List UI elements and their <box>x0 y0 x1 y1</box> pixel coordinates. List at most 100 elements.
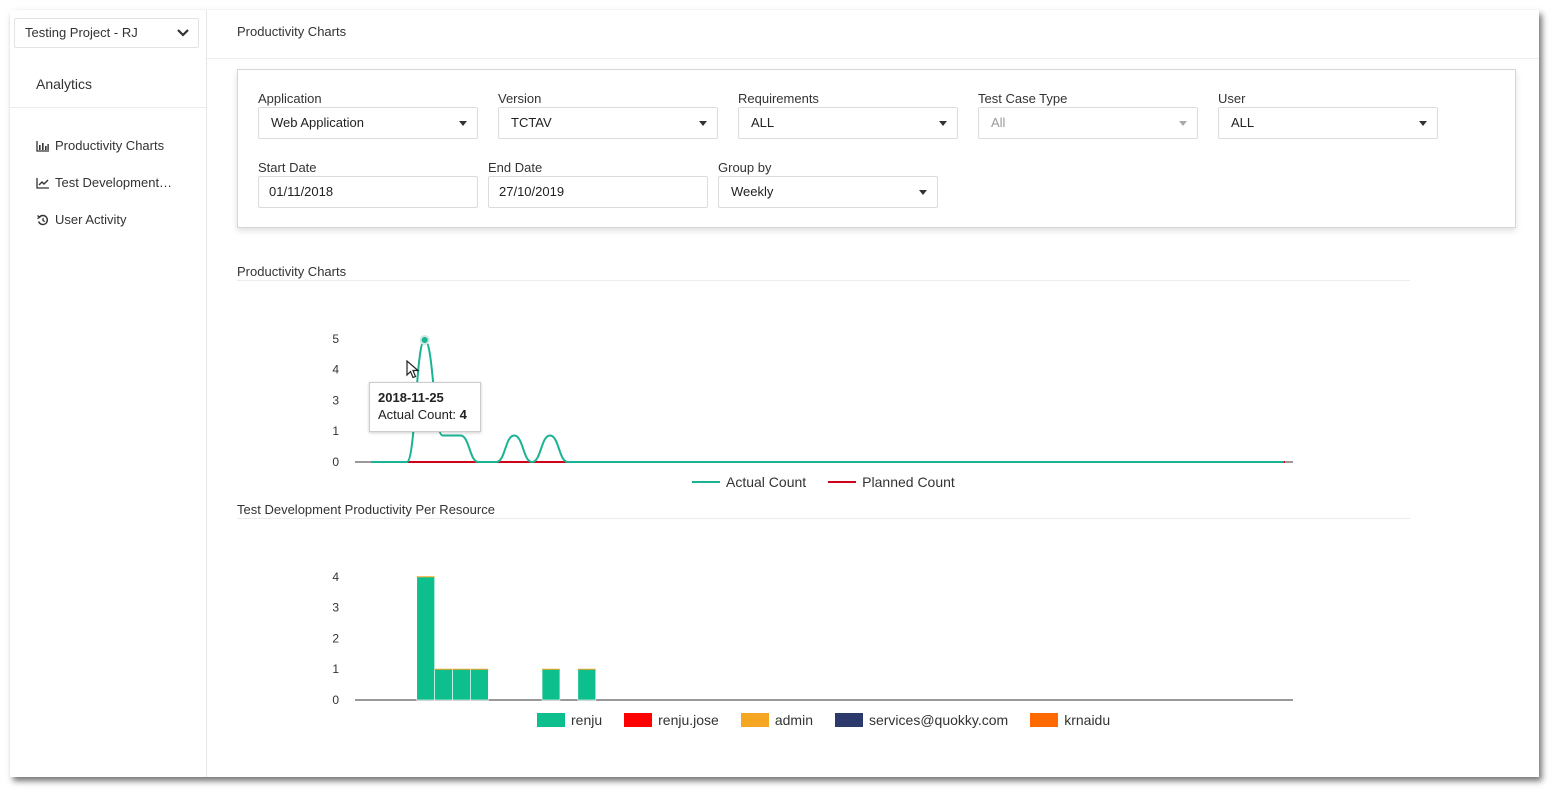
group-by-label: Group by <box>718 160 772 175</box>
chart-tooltip: 2018-11-25 Actual Count: 4 <box>369 382 481 432</box>
caret-down-icon <box>1179 121 1187 126</box>
legend-label: services@quokky.com <box>868 712 1009 728</box>
y-tick-label: 3 <box>332 393 339 407</box>
productivity-section-title: Productivity Charts <box>237 264 347 279</box>
sidebar-divider <box>10 107 206 108</box>
highlighted-data-point <box>419 335 430 346</box>
page-title: Productivity Charts <box>237 24 347 39</box>
version-label: Version <box>498 91 542 106</box>
requirements-label: Requirements <box>738 91 819 106</box>
start-date-value: 01/11/2018 <box>269 184 334 199</box>
legend-item-renju-jose[interactable]: renju.jose <box>624 712 719 728</box>
sidebar-section-analytics[interactable]: Analytics <box>36 76 93 92</box>
legend-item-renju[interactable]: renju <box>537 712 602 728</box>
sidebar-item-productivity-charts[interactable]: Productivity Charts <box>36 138 164 153</box>
project-name: Testing Project - RJ <box>25 25 138 40</box>
bar-renju <box>452 668 471 701</box>
caret-down-icon <box>1419 121 1427 126</box>
tooltip-label: Actual Count: <box>378 407 460 422</box>
caret-down-icon <box>699 121 707 126</box>
header-divider <box>207 58 1539 59</box>
chevron-down-icon <box>177 29 189 37</box>
sidebar-item-user-activity[interactable]: User Activity <box>36 212 127 227</box>
bar-chart-icon <box>36 140 49 152</box>
sidebar-item-label: User Activity <box>55 212 127 227</box>
y-tick-label: 1 <box>332 424 339 438</box>
legend-label: renju.jose <box>658 712 719 728</box>
y-tick-label: 3 <box>332 601 339 615</box>
user-label: User <box>1218 91 1246 106</box>
group-by-select[interactable]: Weekly <box>718 176 938 208</box>
line-chart-icon <box>36 177 49 189</box>
renju-swatch <box>537 713 565 727</box>
bar-renju <box>434 668 453 701</box>
sidebar-item-label: Productivity Charts <box>55 138 165 153</box>
y-tick-label: 2 <box>332 631 339 645</box>
productivity-legend: Actual Count Planned Count <box>692 474 977 490</box>
legend-item-services[interactable]: services@quokky.com <box>834 712 1009 728</box>
tooltip-value: 4 <box>459 407 467 422</box>
bar-renju <box>541 668 561 701</box>
start-date-label: Start Date <box>258 160 317 175</box>
history-icon <box>37 214 48 225</box>
version-value: TCTAV <box>511 115 552 130</box>
legend-label: krnaidu <box>1064 712 1111 728</box>
user-select[interactable]: ALL <box>1218 107 1438 139</box>
start-date-input[interactable]: 01/11/2018 <box>258 176 478 208</box>
legend-item-admin[interactable]: admin <box>740 712 813 728</box>
legend-item-actual[interactable]: Actual Count <box>692 474 806 490</box>
renju-jose-swatch <box>624 713 653 727</box>
group-by-value: Weekly <box>731 184 774 199</box>
sidebar-item-test-development[interactable]: Test Development… <box>36 175 172 190</box>
legend-label: Actual Count <box>726 474 807 490</box>
project-selector[interactable]: Testing Project - RJ <box>14 18 199 48</box>
bar-renju <box>577 668 597 701</box>
per-resource-legend: renju renju.jose admin services@quokky.c… <box>537 712 1132 728</box>
charts-canvas: 0 1 3 4 5 0 1 2 3 4 <box>332 332 1293 707</box>
tooltip-date: 2018-11-25 <box>378 390 444 405</box>
legend-label: renju <box>571 712 603 728</box>
requirements-value: ALL <box>751 115 775 130</box>
bar-renju <box>470 668 489 701</box>
bar-renju <box>416 576 435 701</box>
legend-item-krnaidu[interactable]: krnaidu <box>1030 712 1110 728</box>
end-date-input[interactable]: 27/10/2019 <box>488 176 708 208</box>
version-select[interactable]: TCTAV <box>498 107 718 139</box>
legend-label: Planned Count <box>862 474 955 490</box>
section-divider <box>237 280 1410 281</box>
actual-swatch <box>692 481 720 483</box>
user-value: ALL <box>1231 115 1255 130</box>
legend-label: admin <box>774 712 813 728</box>
krnaidu-swatch <box>1030 713 1059 727</box>
planned-swatch <box>828 481 857 483</box>
end-date-label: End Date <box>488 160 543 175</box>
application-select[interactable]: Web Application <box>258 107 478 139</box>
caret-down-icon <box>459 121 467 126</box>
legend-item-planned[interactable]: Planned Count <box>828 474 955 490</box>
application-value: Web Application <box>271 115 364 130</box>
test-case-type-label: Test Case Type <box>978 91 1068 106</box>
y-tick-label: 0 <box>332 455 339 469</box>
caret-down-icon <box>939 121 947 126</box>
actual-count-line <box>371 339 1284 464</box>
requirements-select[interactable]: ALL <box>738 107 958 139</box>
mouse-cursor-icon <box>406 360 420 379</box>
y-tick-label: 4 <box>332 363 339 377</box>
y-tick-label: 4 <box>332 570 339 584</box>
caret-down-icon <box>919 190 927 195</box>
filter-panel: Application Web Application Version TCTA… <box>237 69 1516 228</box>
test-case-type-select[interactable]: All <box>978 107 1198 139</box>
y-tick-label: 5 <box>332 332 339 346</box>
per-resource-section-title: Test Development Productivity Per Resour… <box>237 502 495 517</box>
sidebar: Testing Project - RJ Analytics Productiv… <box>10 10 207 777</box>
services-swatch <box>834 713 863 727</box>
sidebar-item-label: Test Development… <box>55 175 173 190</box>
section-divider <box>237 518 1410 519</box>
test-case-type-value: All <box>991 115 1006 130</box>
y-tick-label: 1 <box>332 662 339 676</box>
tooltip-body: Actual Count: 4 <box>378 407 472 422</box>
end-date-value: 27/10/2019 <box>499 184 565 199</box>
y-tick-label: 0 <box>332 693 339 707</box>
app-frame: Testing Project - RJ Analytics Productiv… <box>10 10 1539 777</box>
admin-swatch <box>740 713 769 727</box>
